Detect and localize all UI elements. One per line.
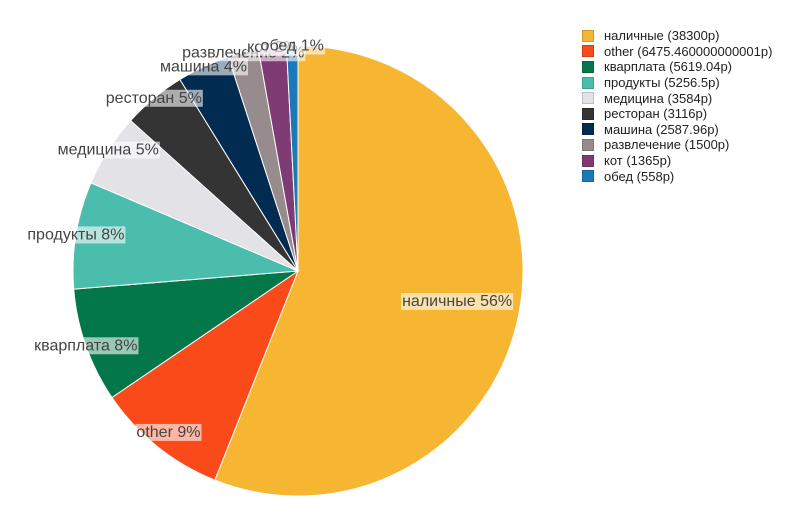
- legend-swatch: [582, 92, 594, 105]
- slice-labels: наличные 56% other 9% кварплата 8% продукты…: [26, 37, 514, 441]
- legend-swatch: [582, 60, 594, 73]
- legend-label: кварплата (5619.04р): [604, 59, 733, 75]
- slice-label-6: машина 4%: [158, 58, 248, 76]
- legend-label: кот (1365р): [604, 153, 672, 169]
- legend-swatch: [582, 29, 594, 42]
- legend-label: развлечение (1500р): [604, 137, 730, 153]
- legend-item[interactable]: other (6475.460000000001р): [582, 44, 772, 60]
- legend-item[interactable]: медицина (3584р): [582, 90, 772, 106]
- legend-item[interactable]: кот (1365р): [582, 153, 772, 169]
- svg-text:кварплата 8%: кварплата 8%: [34, 337, 137, 354]
- slice-label-5: ресторан 5%: [104, 89, 203, 107]
- legend-swatch: [582, 76, 594, 89]
- legend-item[interactable]: ресторан (3116р): [582, 106, 772, 122]
- legend-label: other (6475.460000000001р): [604, 43, 773, 59]
- legend-swatch: [582, 154, 594, 167]
- slice-label-1: other 9%: [135, 423, 202, 441]
- legend-item[interactable]: наличные (38300р): [582, 28, 772, 44]
- slice-label-3: продукты 8%: [26, 226, 126, 244]
- legend-label: продукты (5256.5р): [604, 75, 720, 91]
- legend-swatch: [582, 170, 594, 183]
- slice-label-4: медицина 5%: [56, 141, 160, 159]
- legend-label: медицина (3584р): [604, 90, 713, 106]
- svg-text:наличные 56%: наличные 56%: [402, 293, 512, 310]
- svg-text:продукты 8%: продукты 8%: [27, 226, 124, 243]
- svg-text:other 9%: other 9%: [136, 424, 200, 441]
- svg-text:обед 1%: обед 1%: [261, 38, 324, 55]
- slice-label-9: обед 1%: [259, 37, 325, 55]
- legend-label: машина (2587.96р): [604, 121, 719, 137]
- legend-label: наличные (38300р): [604, 28, 720, 44]
- legend-label: ресторан (3116р): [604, 106, 708, 122]
- legend-item[interactable]: кварплата (5619.04р): [582, 59, 772, 75]
- legend: наличные (38300р) other (6475.46000000000…: [582, 28, 772, 184]
- slice-label-0: наличные 56%: [401, 292, 514, 310]
- svg-text:машина 4%: машина 4%: [160, 58, 247, 75]
- legend-swatch: [582, 107, 594, 120]
- pie-slices: [72, 45, 524, 497]
- slice-label-2: кварплата 8%: [33, 337, 139, 355]
- pie-slice-0: [214, 45, 524, 497]
- legend-item[interactable]: обед (558р): [582, 168, 772, 184]
- svg-text:ресторан 5%: ресторан 5%: [106, 90, 202, 107]
- legend-item[interactable]: развлечение (1500р): [582, 137, 772, 153]
- legend-swatch: [582, 123, 594, 136]
- legend-label: обед (558р): [604, 168, 675, 184]
- legend-swatch: [582, 138, 594, 151]
- legend-swatch: [582, 45, 594, 58]
- legend-item[interactable]: машина (2587.96р): [582, 122, 772, 138]
- svg-text:медицина 5%: медицина 5%: [58, 142, 159, 159]
- legend-item[interactable]: продукты (5256.5р): [582, 75, 772, 91]
